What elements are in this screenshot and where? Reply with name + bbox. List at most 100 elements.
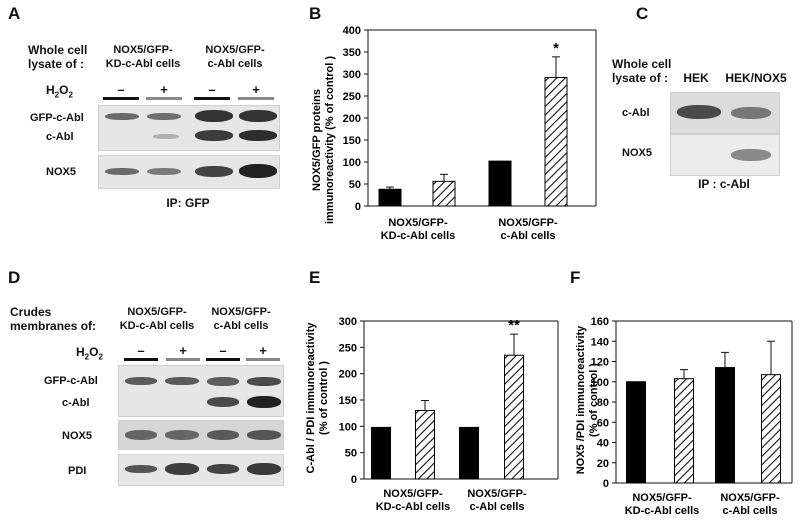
blot-d-upper xyxy=(118,365,284,417)
blot-a-upper xyxy=(98,105,280,151)
c-lysate-label-line1: Whole cell xyxy=(612,57,672,71)
c-row-label-nox5: NOX5 xyxy=(622,147,652,159)
bar xyxy=(544,77,568,207)
d-row-label-pdi: PDI xyxy=(68,465,87,477)
y-tick-label: 40 xyxy=(597,438,609,450)
blot-c-nox5 xyxy=(670,134,780,176)
lane-sign-3: – xyxy=(208,82,216,97)
crude-label-line1: Crudes xyxy=(10,305,52,319)
panel-letter-f: F xyxy=(570,268,581,287)
row-label-gfp-c-abl: GFP-c-Abl xyxy=(30,112,84,124)
d-row-label-gfp-c-abl: GFP-c-Abl xyxy=(44,375,98,387)
chart-e-annotations: ** xyxy=(508,317,520,334)
chart-b-error-bars xyxy=(386,56,560,190)
chart-b-group1-line1: NOX5/GFP- xyxy=(388,217,448,229)
d-lane-bar-2 xyxy=(166,358,200,361)
y-tick-label: 400 xyxy=(343,25,361,37)
group1-label-line1: NOX5/GFP- xyxy=(113,44,173,56)
lane-bar-2 xyxy=(146,97,182,100)
y-tick-label: 300 xyxy=(339,316,357,328)
y-tick-label: 150 xyxy=(343,135,361,147)
y-tick-label: 120 xyxy=(591,357,609,369)
blot-d-nox5 xyxy=(118,420,284,450)
y-tick-label: 80 xyxy=(597,397,609,409)
d-group2-label-line1: NOX5/GFP- xyxy=(211,306,271,318)
c-lane-hek: HEK xyxy=(683,71,709,85)
y-tick-label: 200 xyxy=(339,369,357,381)
chart-b-ticks: 0 50 100 150 200 250 300 350 400 xyxy=(343,25,368,213)
d-row-label-c-abl: c-Abl xyxy=(62,397,90,409)
panel-letter-d: D xyxy=(8,268,21,287)
chart-e: C-Abl / PDI immunoreactivity (% of contr… xyxy=(305,316,559,513)
y-tick-label: 20 xyxy=(597,458,609,470)
y-tick-label: 300 xyxy=(343,69,361,81)
blot-a-nox5 xyxy=(98,155,280,189)
chart-f-group1-line2: KD-c-Abl cells xyxy=(625,505,700,517)
chart-e-ticks: 0 50 100 150 200 250 300 xyxy=(339,316,364,486)
blot-d-pdi xyxy=(118,454,284,486)
y-tick-label: 50 xyxy=(349,179,361,191)
chart-b-group2-line2: c-Abl cells xyxy=(500,230,555,242)
chart-b-annotations: * xyxy=(553,40,559,57)
lane-sign-2: + xyxy=(160,82,168,97)
bar xyxy=(378,188,402,207)
ip-label-c: IP : c-Abl xyxy=(698,177,750,191)
y-tick-label: 160 xyxy=(591,316,609,328)
d-lane-sign-4: + xyxy=(259,343,267,358)
y-tick-label: 60 xyxy=(597,417,609,429)
bar xyxy=(415,410,435,480)
chart-e-error-bars xyxy=(421,333,518,411)
c-row-label-c-abl: c-Abl xyxy=(622,107,650,119)
y-tick-label: 250 xyxy=(343,91,361,103)
chart-f-bars xyxy=(626,367,781,484)
y-tick-label: 50 xyxy=(345,448,357,460)
chart-b-ylabel-2: immunoreactivity (% of control ) xyxy=(324,56,336,224)
group2-label-line1: NOX5/GFP- xyxy=(205,44,265,56)
chart-f-ylabel-1: NOX5 /PDI immunoreactivity xyxy=(575,325,587,474)
chart-b-group2-line1: NOX5/GFP- xyxy=(498,217,558,229)
d-group1-label-line2: KD-c-Abl cells xyxy=(119,320,195,332)
d-lane-sign-2: + xyxy=(179,343,187,358)
lane-bar-3 xyxy=(194,97,230,100)
chart-f: NOX5 /PDI immunoreactivity (% of control… xyxy=(575,316,793,517)
bar xyxy=(371,426,391,480)
y-tick-label: 0 xyxy=(603,478,609,490)
lysate-label-line2: lysate of : xyxy=(28,57,85,71)
lane-bar-1 xyxy=(103,97,139,100)
chart-f-group2-line2: c-Abl cells xyxy=(722,505,777,517)
ip-label-a: IP: GFP xyxy=(166,196,210,210)
y-tick-label: 200 xyxy=(343,113,361,125)
lane-bar-4 xyxy=(238,97,274,100)
d-h2o2-label: H2O2 xyxy=(76,345,103,362)
bar xyxy=(674,378,694,484)
chart-e-ylabel-2: (% of control ) xyxy=(318,361,330,435)
group2-label-line2: c-Abl cells xyxy=(207,58,263,70)
chart-b: NOX5/GFP proteins immunoreactivity (% of… xyxy=(311,25,597,242)
panel-letter-e: E xyxy=(309,268,321,287)
h2o2-label: H2O2 xyxy=(46,83,73,100)
chart-e-group2-line2: c-Abl cells xyxy=(469,501,524,513)
chart-e-ylabel-1: C-Abl / PDI immunoreactivity xyxy=(305,322,317,474)
d-group2-label-line2: c-Abl cells xyxy=(213,320,269,332)
chart-f-ticks: 0 20 40 60 80 100 120 140 160 xyxy=(591,316,616,490)
panel-letter-c: C xyxy=(636,4,649,23)
y-tick-label: 150 xyxy=(339,395,357,407)
chart-b-bars xyxy=(378,77,568,207)
d-lane-bar-3 xyxy=(206,358,240,361)
bar xyxy=(504,354,524,480)
panel-letter-a: A xyxy=(8,4,21,23)
y-tick-label: 100 xyxy=(339,421,357,433)
blot-c-c-abl xyxy=(670,92,780,134)
bar xyxy=(459,426,479,480)
significance-marker: * xyxy=(553,40,559,57)
c-lysate-label-line2: lysate of : xyxy=(612,71,669,85)
y-tick-label: 0 xyxy=(355,201,361,213)
chart-f-error-bars xyxy=(680,340,775,379)
d-lane-bar-4 xyxy=(246,358,280,361)
c-lane-hek-nox5: HEK/NOX5 xyxy=(725,71,787,85)
y-tick-label: 100 xyxy=(343,157,361,169)
y-tick-label: 100 xyxy=(591,377,609,389)
crude-label-line2: membranes of: xyxy=(10,319,97,333)
y-tick-label: 250 xyxy=(339,342,357,354)
chart-e-bars xyxy=(371,354,524,480)
